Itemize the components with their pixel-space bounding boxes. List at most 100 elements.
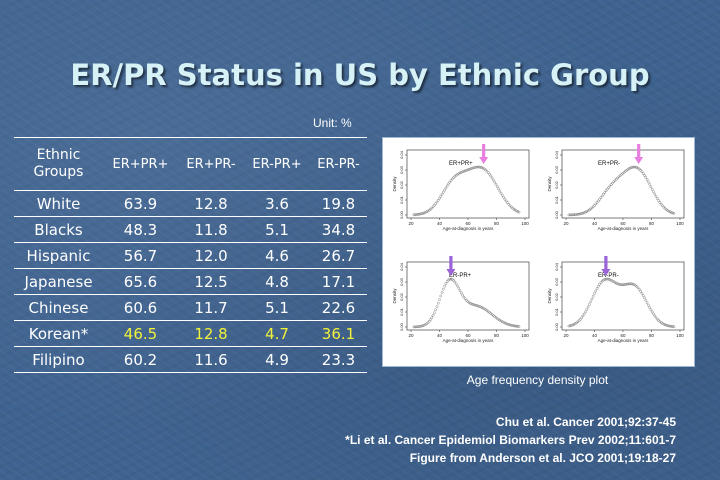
density-point (589, 300, 592, 304)
density-point (641, 294, 645, 297)
value-cell: 46.5 (103, 320, 179, 347)
density-point (627, 167, 631, 170)
density-point (584, 310, 587, 314)
value-cell: 4.6 (244, 242, 311, 269)
figure-caption: Age frequency density plot (466, 373, 609, 387)
density-point (667, 324, 671, 328)
density-point (422, 211, 426, 215)
density-point (435, 200, 439, 204)
density-point (467, 168, 471, 171)
density-point (516, 210, 520, 213)
density-point (576, 213, 580, 216)
y-axis-label: Density (547, 288, 552, 304)
density-point (470, 167, 473, 170)
density-point (570, 324, 573, 327)
density-point (461, 170, 464, 174)
y-tick-label: 0.01 (399, 307, 404, 316)
value-cell: 60.2 (103, 346, 179, 373)
density-point (461, 293, 464, 297)
density-point (421, 324, 425, 328)
density-point (636, 166, 640, 170)
density-point (433, 204, 436, 207)
x-tick-label: 60 (620, 221, 626, 226)
density-point (654, 195, 658, 198)
density-plot-svg: 0.00 0.01 0.02 0.03 0.04 20 40 60 80 100 Age-at-di… (392, 144, 685, 343)
value-cell: 4.7 (244, 320, 311, 347)
density-point (671, 211, 675, 215)
density-point (418, 325, 422, 328)
density-point (624, 283, 627, 286)
y-tick-label: 0.04 (399, 150, 404, 159)
density-point (670, 325, 673, 328)
density-point (498, 318, 502, 322)
down-arrow-icon (634, 157, 644, 164)
density-point (568, 213, 572, 217)
density-point (572, 213, 576, 216)
unit-note: Unit: % (313, 116, 352, 130)
density-point (631, 282, 635, 286)
y-tick-label: 0.00 (399, 322, 404, 331)
density-point (480, 306, 484, 309)
density-point (658, 201, 662, 204)
density-point (663, 323, 667, 327)
density-point (653, 314, 657, 318)
density-point (444, 282, 448, 285)
x-tick-label: 20 (563, 333, 569, 338)
density-point (477, 305, 481, 308)
density-point (613, 281, 617, 284)
density-point (627, 282, 631, 286)
density-point (599, 281, 603, 284)
density-point (493, 180, 496, 184)
slide-title: ER/PR Status in US by Ethnic Group (70, 58, 650, 92)
density-point (481, 166, 485, 170)
density-point (643, 173, 646, 177)
value-cell: 65.6 (103, 268, 179, 295)
density-point (661, 204, 664, 208)
y-tick-label: 0.00 (399, 210, 404, 219)
down-arrow-icon (479, 157, 489, 164)
density-point (440, 192, 444, 196)
density-point (636, 286, 640, 290)
ethnic-group-cell: Chinese (14, 294, 103, 321)
x-tick-label: 40 (437, 221, 443, 226)
density-point (460, 171, 463, 174)
density-point (447, 182, 450, 186)
density-point (661, 322, 664, 325)
density-point (615, 177, 618, 181)
density-point (463, 297, 467, 301)
density-point (570, 213, 573, 217)
density-point (582, 211, 586, 214)
density-point (662, 322, 666, 326)
density-point (449, 179, 453, 182)
density-point (613, 179, 617, 182)
citation: Chu et al. Cancer 2001;92:37-45 (495, 415, 676, 429)
density-point (443, 284, 446, 288)
density-point (453, 280, 457, 284)
down-arrow-icon (604, 256, 608, 269)
density-point (631, 165, 635, 169)
density-point (430, 316, 434, 319)
density-point (434, 202, 437, 206)
density-point (649, 308, 653, 312)
y-tick-label: 0.02 (554, 180, 559, 189)
value-cell: 23.3 (310, 346, 367, 373)
density-point (620, 283, 623, 287)
density-point (436, 301, 440, 305)
density-point (597, 284, 600, 288)
density-point (512, 324, 516, 328)
density-point (609, 278, 613, 282)
density-point (598, 282, 601, 286)
density-point (630, 282, 633, 286)
density-point (586, 209, 590, 213)
density-point (659, 202, 663, 206)
density-point (649, 185, 653, 189)
density-point (622, 283, 626, 286)
density-point (582, 312, 586, 316)
value-cell: 4.9 (244, 346, 311, 373)
density-point (571, 323, 574, 327)
x-tick-label: 100 (521, 221, 529, 226)
density-point (652, 190, 655, 194)
table-row: Blacks 48.3 11.8 5.1 34.8 (14, 216, 367, 243)
density-point (440, 291, 444, 294)
density-point (639, 168, 642, 172)
